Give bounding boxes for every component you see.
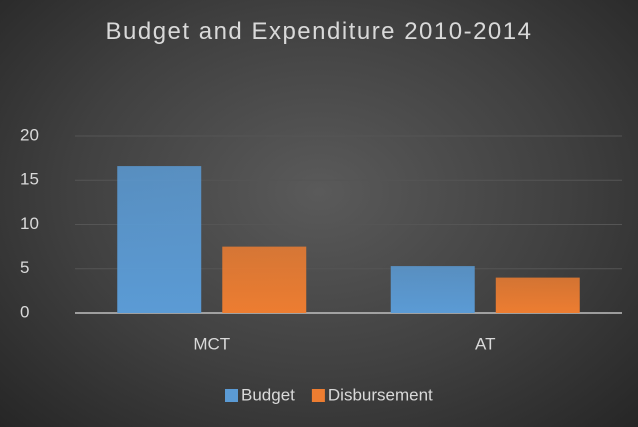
legend-label: Disbursement: [328, 385, 433, 404]
y-tick-label: 15: [20, 170, 39, 189]
legend-swatch: [225, 389, 238, 402]
x-tick-label: AT: [475, 334, 495, 353]
y-tick-label: 0: [20, 302, 29, 321]
y-tick-label: 5: [20, 258, 29, 277]
bar: [222, 246, 307, 313]
x-tick-label: MCT: [193, 334, 230, 353]
bar: [117, 166, 202, 313]
y-tick-label: 10: [20, 214, 39, 233]
legend-swatch: [311, 389, 325, 402]
bar: [390, 266, 475, 313]
chart-title: Budget and Expenditure 2010-2014: [105, 18, 533, 45]
legend-label: Budget: [241, 385, 295, 404]
bar: [495, 277, 580, 313]
y-tick-label: 20: [20, 125, 39, 144]
